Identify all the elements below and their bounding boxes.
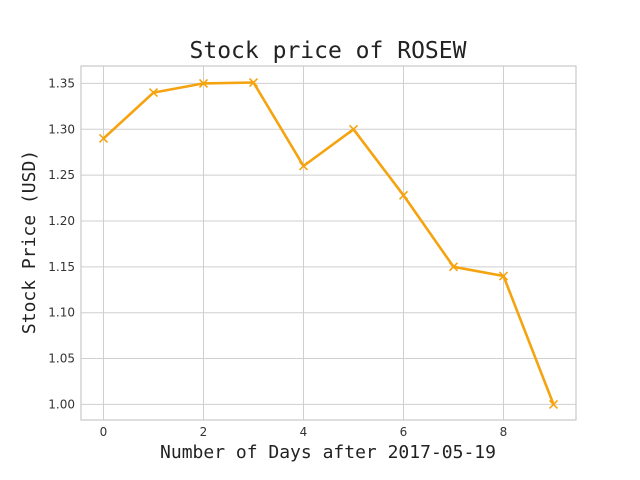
- y-tick-label: 1.35: [48, 76, 75, 90]
- y-tick-label: 1.30: [48, 122, 75, 136]
- data-point-marker: [348, 124, 359, 134]
- y-tick-label: 1.15: [48, 260, 75, 274]
- y-tick-label: 1.00: [48, 397, 75, 411]
- data-point-marker: [448, 262, 459, 272]
- data-point-marker: [98, 133, 109, 144]
- y-tick-label: 1.20: [48, 214, 75, 228]
- data-point-marker: [148, 88, 159, 98]
- x-axis-label: Number of Days after 2017-05-19: [160, 442, 496, 463]
- x-tick-label: 2: [200, 425, 208, 439]
- series-line: [102, 81, 555, 405]
- data-point-marker: [548, 399, 559, 409]
- x-tick-label: 0: [100, 425, 108, 439]
- y-tick-label: 1.05: [48, 352, 75, 366]
- chart-title: Stock price of ROSEW: [190, 38, 467, 64]
- tick-labels: 0 2 4 6 8 1.00 1.05 1.10 1.15 1.20 1.25 1.30 1.35: [48, 76, 507, 439]
- y-tick-label: 1.25: [48, 168, 75, 182]
- x-tick-label: 8: [500, 425, 508, 439]
- y-axis-label: Stock Price (USD): [19, 150, 40, 334]
- x-tick-label: 6: [400, 425, 408, 439]
- data-point-marker: [198, 78, 209, 88]
- plot-frame: [80, 65, 577, 421]
- data-point-marker: [498, 271, 509, 281]
- grid: [81, 66, 576, 420]
- series-layer: [98, 77, 559, 409]
- data-point-marker: [248, 77, 259, 88]
- data-point-marker: [398, 190, 409, 200]
- y-tick-label: 1.10: [48, 306, 75, 320]
- x-tick-label: 4: [300, 425, 308, 439]
- data-point-marker: [298, 161, 309, 171]
